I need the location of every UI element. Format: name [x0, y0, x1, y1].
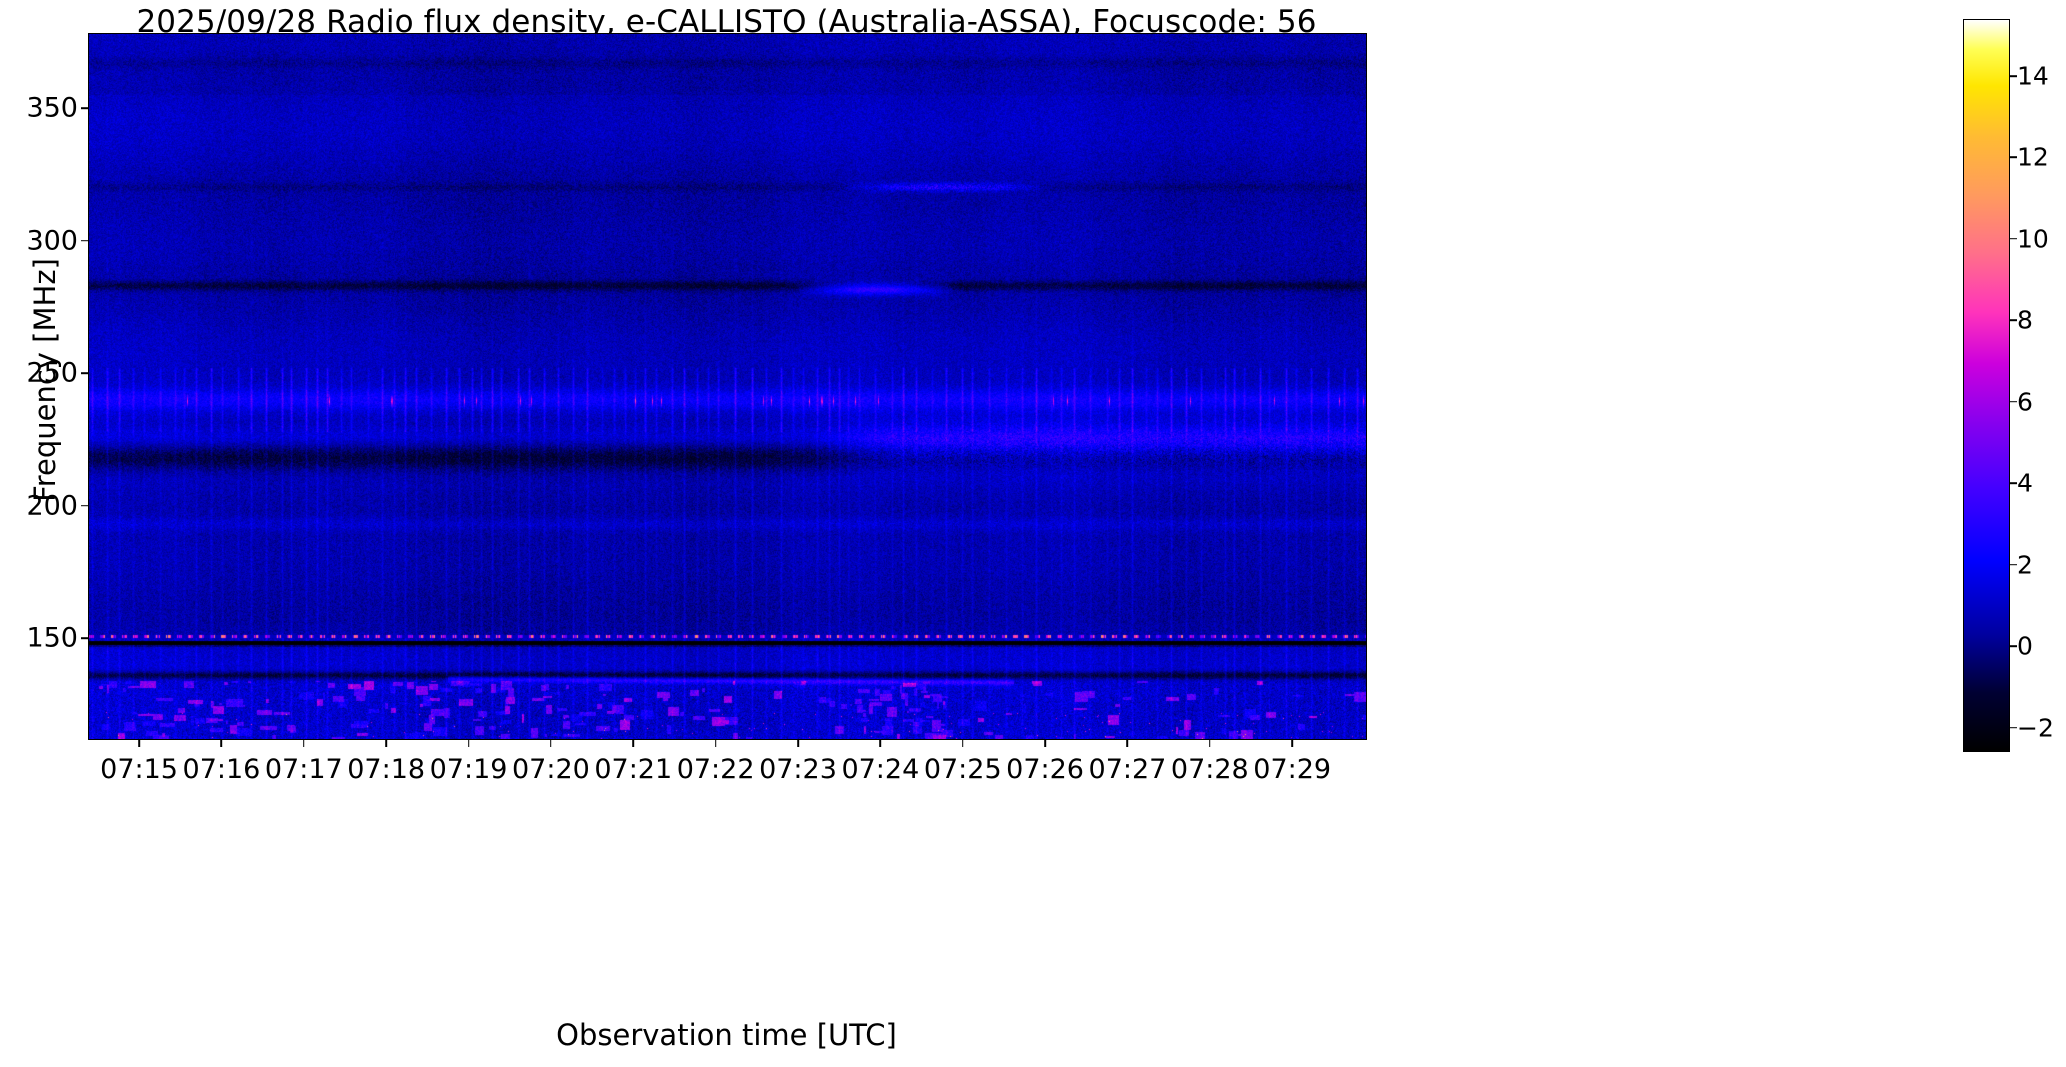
colorbar-tick-mark: [2010, 319, 2017, 322]
x-tick-mark: [1209, 740, 1211, 747]
x-tick-label-0726: 07:26: [1006, 754, 1084, 785]
x-tick-mark: [632, 740, 635, 747]
y-tick-label-300: 300: [26, 225, 78, 257]
x-tick-label-0719: 07:19: [429, 754, 508, 785]
x-tick-mark: [220, 740, 223, 747]
x-tick-mark: [961, 740, 964, 747]
colorbar-tick-label: 12: [2017, 142, 2049, 172]
x-tick-mark: [302, 740, 305, 747]
colorbar-tick-mark: [2010, 482, 2017, 485]
x-tick-label-0722: 07:22: [676, 754, 755, 785]
x-tick-label-0725: 07:25: [923, 754, 1002, 785]
x-tick-mark: [467, 740, 470, 747]
y-axis: Frequency [MHz] 350 300 250 200 150: [0, 33, 88, 740]
colorbar-tick-label: 8: [2017, 305, 2033, 335]
spectrogram-plot: [88, 33, 1367, 740]
x-tick-mark: [879, 740, 882, 747]
x-tick-label-0727: 07:27: [1088, 754, 1167, 785]
x-tick-label-0728: 07:28: [1170, 754, 1249, 785]
y-tick-label-250: 250: [26, 357, 78, 389]
y-tick-mark: [81, 372, 88, 375]
colorbar-tick-label: −2: [2017, 713, 2054, 743]
colorbar-tick-label: 4: [2017, 468, 2033, 498]
x-tick-mark: [1044, 740, 1046, 747]
colorbar-tick-mark: [2010, 563, 2017, 566]
colorbar-tick-label: 6: [2017, 387, 2033, 417]
colorbar-tick-mark: [2010, 75, 2017, 77]
colorbar-tick-label: 14: [2017, 61, 2049, 91]
x-tick-mark: [385, 740, 387, 747]
x-tick-label-0715: 07:15: [100, 754, 178, 785]
x-tick-label-0716: 07:16: [182, 754, 261, 785]
y-tick-mark: [81, 504, 88, 507]
spectrogram-canvas: [89, 34, 1366, 739]
x-tick-mark: [1291, 740, 1293, 747]
colorbar-tick-mark: [2010, 238, 2017, 240]
x-tick-label-0718: 07:18: [347, 754, 426, 785]
x-tick-label-0720: 07:20: [511, 754, 590, 785]
x-tick-label-0721: 07:21: [594, 754, 673, 785]
colorbar-tick-mark: [2010, 400, 2017, 403]
colorbar-tick-label: 0: [2017, 631, 2033, 661]
x-tick-label-0724: 07:24: [841, 754, 920, 785]
x-tick-label-0729: 07:29: [1253, 754, 1332, 785]
colorbar-tick-mark: [2010, 726, 2017, 729]
colorbar: [1963, 19, 2010, 752]
y-tick-label-150: 150: [26, 622, 78, 654]
colorbar-tick-label: 10: [2017, 224, 2049, 254]
y-tick-mark: [81, 637, 88, 640]
y-tick-label-350: 350: [26, 92, 78, 124]
colorbar-tick-label: 2: [2017, 550, 2033, 580]
x-tick-mark: [714, 740, 717, 747]
x-tick-mark: [138, 740, 140, 747]
x-tick-label-0717: 07:17: [264, 754, 343, 785]
colorbar-tick-mark: [2010, 156, 2017, 159]
colorbar-tick-mark: [2010, 645, 2017, 647]
x-axis: 07:15 07:16 07:17 07:18 07:19 07:20 07:21 07:22…: [88, 740, 1367, 830]
y-tick-mark: [81, 107, 88, 109]
x-tick-mark: [1126, 740, 1129, 747]
x-tick-mark: [550, 740, 552, 747]
y-tick-label-200: 200: [26, 490, 78, 522]
y-tick-mark: [81, 239, 88, 242]
x-tick-mark: [797, 740, 799, 747]
x-axis-label: Observation time [UTC]: [556, 1018, 897, 1052]
colorbar-gradient: [1963, 19, 2010, 752]
x-tick-label-0723: 07:23: [759, 754, 837, 785]
colorbar-ticks: −2 0 2 4 6 8 10 12 14: [1963, 19, 2066, 752]
